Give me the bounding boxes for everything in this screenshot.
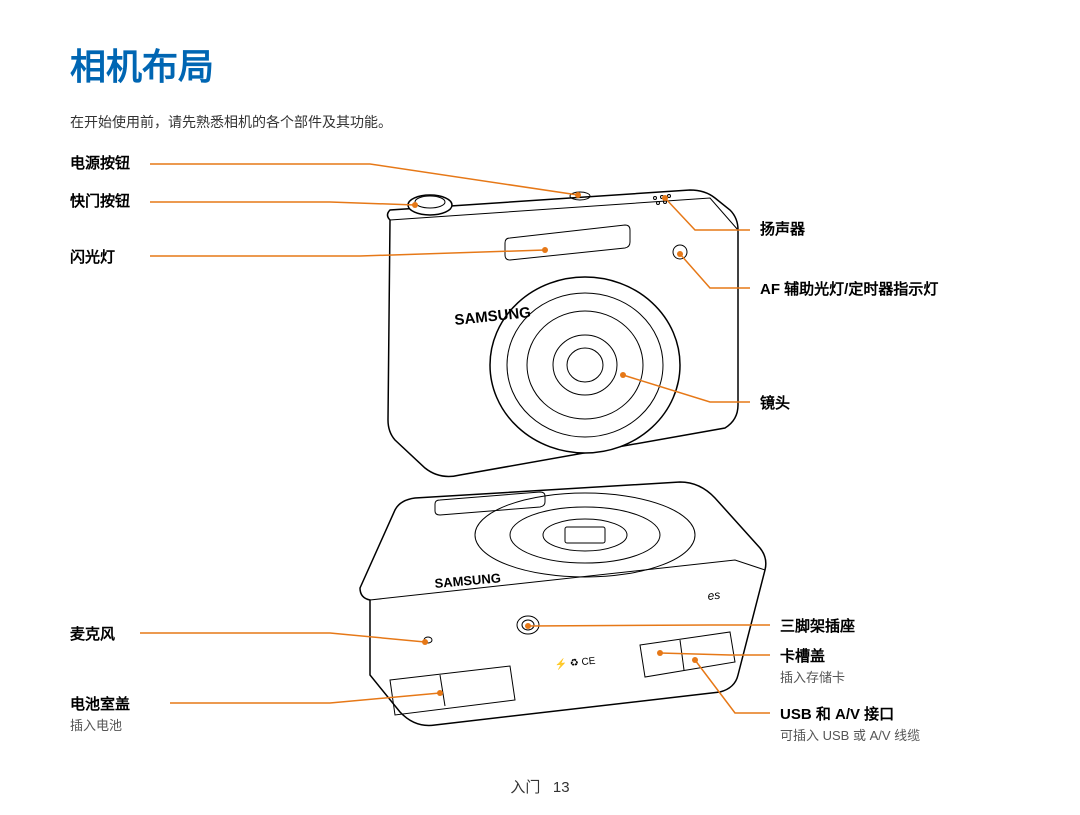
sub-usb-av: 可插入 USB 或 A/V 线缆 [780,725,920,744]
label-af-light: AF 辅助光灯/定时器指示灯 [760,278,938,299]
footer-page-number: 13 [553,779,570,796]
page-title: 相机布局 [70,38,214,90]
label-microphone: 麦克风 [70,623,115,644]
sub-battery-cover: 插入电池 [70,715,122,734]
label-battery-cover: 电池室盖 [70,693,130,714]
label-tripod-mount: 三脚架插座 [780,615,855,636]
camera-front-diagram: SAMSUNG 电源按钮 快门按钮 闪光灯 扬声器 AF 辅助光灯/定时器指示灯… [70,150,1010,490]
label-lens: 镜头 [760,392,790,413]
label-speaker: 扬声器 [760,218,805,239]
label-card-cover: 卡槽盖 [780,645,825,666]
page-footer: 入门 13 [0,776,1080,797]
label-flash: 闪光灯 [70,246,115,267]
page-subtitle: 在开始使用前，请先熟悉相机的各个部件及其功能。 [70,112,392,132]
svg-text:es: es [707,588,721,603]
label-power-button: 电源按钮 [70,152,130,173]
camera-bottom-diagram: SAMSUNG ⚡ ♻ CE es 麦 [70,475,1010,765]
camera-front-svg: SAMSUNG [70,150,1010,490]
label-usb-av: USB 和 A/V 接口 [780,703,894,724]
footer-section: 入门 [510,779,540,796]
label-shutter-button: 快门按钮 [70,190,130,211]
sub-card-cover: 插入存储卡 [780,667,845,686]
